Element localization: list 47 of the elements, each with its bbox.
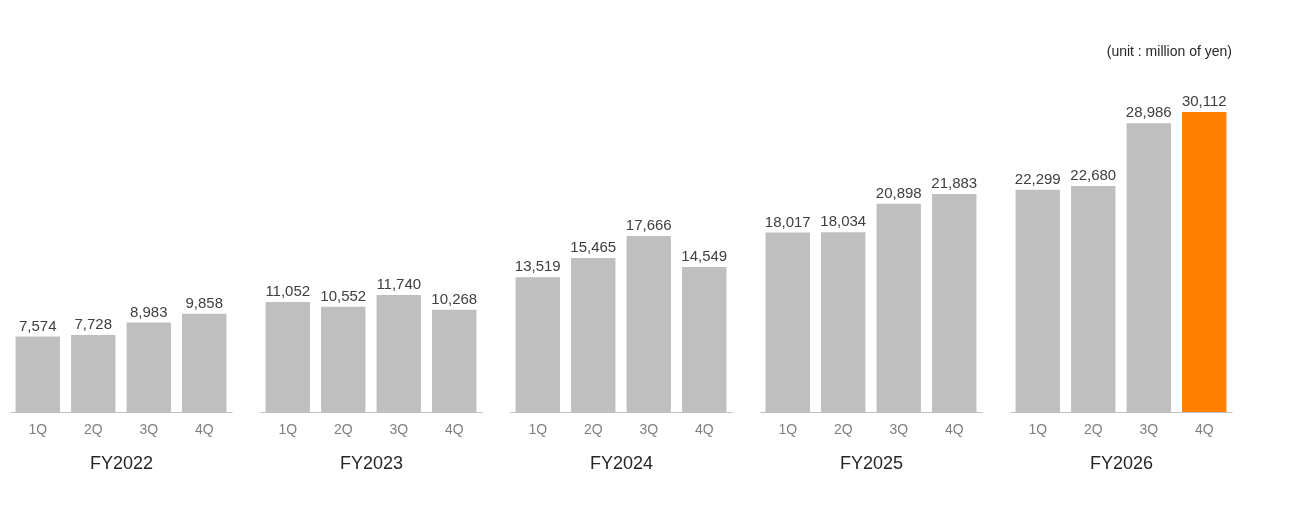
data-label: 28,986 (1125, 103, 1172, 121)
x-tick-label: 2Q (1083, 420, 1103, 437)
x-tick-label: 1Q (28, 420, 48, 437)
x-tick-label: 1Q (1028, 420, 1048, 437)
data-label: 11,052 (265, 281, 311, 299)
data-label: 22,299 (1014, 169, 1061, 187)
data-label: 8,983 (129, 302, 168, 320)
x-tick-label: 4Q (444, 420, 464, 437)
x-axis-title: FY2026 (1089, 452, 1154, 473)
data-label: 10,552 (320, 286, 367, 304)
text: (unit : million of yen) (1106, 43, 1232, 59)
data-label: 30,112 (1181, 92, 1227, 109)
data-label: 18,034 (820, 212, 867, 230)
x-axis-title: FY2023 (339, 452, 404, 473)
data-label: 7,728 (74, 315, 113, 333)
x-tick-label: 2Q (83, 420, 103, 437)
x-tick-label: 2Q (833, 420, 853, 437)
x-tick-label: 3Q (139, 420, 159, 437)
data-label: 13,519 (514, 257, 561, 275)
data-label: 10,268 (431, 289, 478, 307)
x-tick-label: 2Q (333, 420, 353, 437)
x-tick-label: 3Q (639, 420, 659, 437)
data-label: 21,883 (931, 173, 978, 191)
x-tick-label: 2Q (583, 420, 603, 437)
x-tick-label: 1Q (528, 420, 548, 437)
data-label: 20,898 (875, 183, 922, 201)
data-label: 11,740 (376, 275, 422, 293)
data-label: 22,680 (1070, 166, 1117, 184)
data-label: 15,465 (570, 237, 617, 255)
x-axis-title: FY2025 (839, 452, 904, 473)
x-tick-label: 4Q (194, 420, 214, 437)
x-tick-label: 4Q (694, 420, 714, 437)
x-tick-label: 4Q (944, 420, 964, 437)
x-axis-title: FY2024 (589, 452, 654, 473)
data-label: 18,017 (764, 212, 811, 230)
x-tick-label: 1Q (278, 420, 298, 437)
x-axis-title: FY2022 (89, 452, 154, 473)
data-label: 9,858 (185, 293, 224, 311)
x-tick-label: 1Q (778, 420, 798, 437)
x-tick-label: 4Q (1194, 420, 1214, 437)
x-tick-label: 3Q (1139, 420, 1159, 437)
data-label: 17,666 (625, 216, 672, 233)
data-label: 14,549 (681, 247, 728, 265)
x-tick-label: 3Q (889, 420, 909, 437)
x-tick-label: 3Q (389, 420, 409, 437)
data-label: 7,574 (18, 316, 57, 334)
bar (1182, 112, 1227, 412)
